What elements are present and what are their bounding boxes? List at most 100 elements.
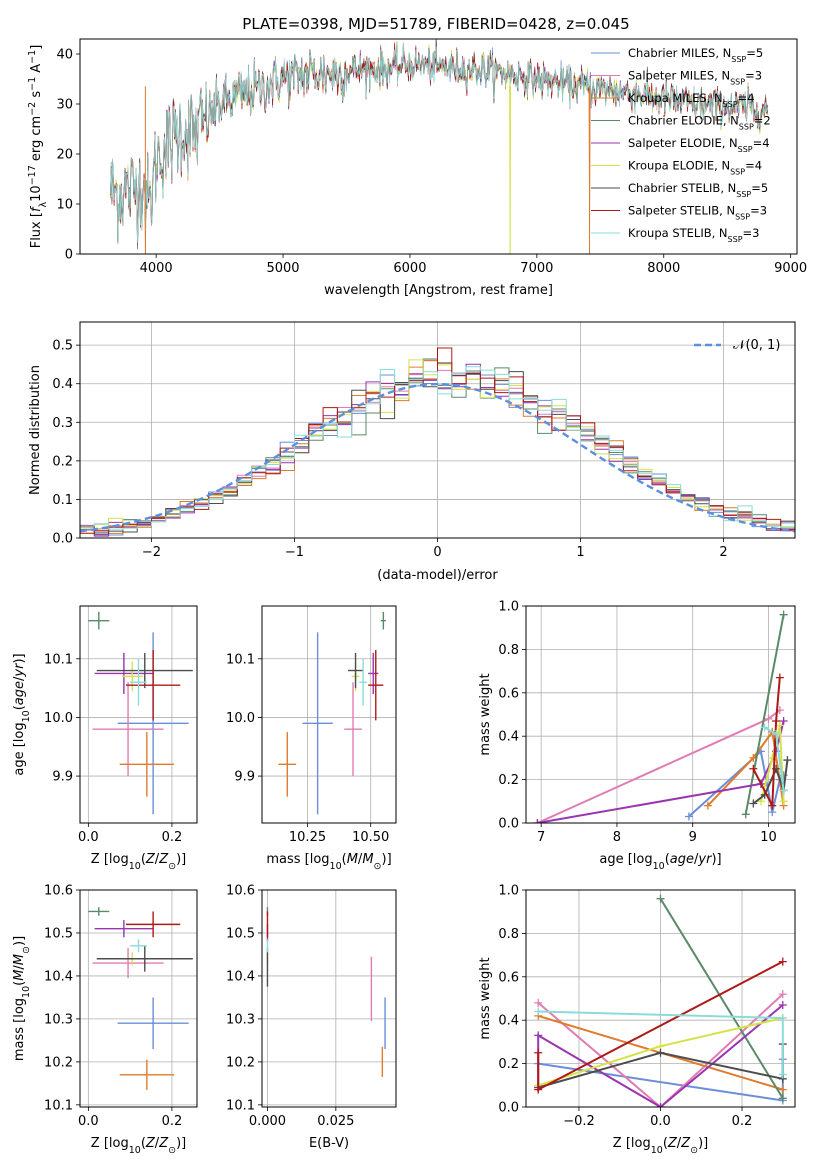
weight-marker xyxy=(533,819,542,823)
weight-marker xyxy=(772,717,781,726)
y-tick-label: 10.4 xyxy=(44,969,73,984)
weight-marker xyxy=(778,957,787,966)
weight-marker xyxy=(534,1007,543,1016)
x-tick-label: −1 xyxy=(285,545,304,560)
y-tick-label: 0.4 xyxy=(52,377,73,392)
plot-area xyxy=(533,610,792,823)
y-tick-label: 10.3 xyxy=(44,1012,73,1027)
y-tick-label: 0.1 xyxy=(52,493,73,508)
axes-frame xyxy=(261,605,397,824)
y-tick-label: 10.1 xyxy=(44,1098,73,1113)
weight-marker xyxy=(703,801,712,810)
weight-marker xyxy=(534,998,543,1007)
legend-label: Salpeter MILES, NSSP=3 xyxy=(628,69,762,87)
weight-marker xyxy=(684,812,693,821)
weight-line xyxy=(752,677,781,810)
x-tick-label: 0.025 xyxy=(317,1114,354,1129)
weight-marker xyxy=(775,673,784,682)
weight-marker xyxy=(775,721,784,730)
plot-area xyxy=(266,907,386,1077)
y-tick-label: 10.6 xyxy=(44,884,73,899)
weight-marker xyxy=(778,1085,787,1094)
y-axis-label: mass weight xyxy=(478,957,493,1039)
weight-marker xyxy=(749,799,758,808)
x-tick-label: 10.50 xyxy=(352,830,389,845)
spectrum-line xyxy=(110,41,769,245)
y-tick-label: 0.6 xyxy=(498,970,519,985)
y-tick-label: 0.3 xyxy=(52,416,73,431)
axis-label: Z [log10(Z/Z⊙)] xyxy=(613,1136,708,1156)
weight-marker xyxy=(534,1048,543,1057)
y-tick-label: 10.5 xyxy=(226,926,255,941)
x-tick-label: 9000 xyxy=(774,261,807,276)
x-tick-label: 0.2 xyxy=(732,1114,753,1129)
weight-line xyxy=(659,898,784,1099)
y-tick-label: 0.6 xyxy=(498,686,519,701)
y-tick-label: 10.6 xyxy=(226,884,255,899)
axes-frame xyxy=(79,889,198,1108)
weight-marker xyxy=(778,1001,787,1010)
y-tick-label: 10.5 xyxy=(44,926,73,941)
weight-marker xyxy=(772,730,781,739)
y-tick-label: 10.2 xyxy=(226,1055,255,1070)
weight-marker xyxy=(656,1103,665,1107)
histogram-step xyxy=(80,347,795,534)
y-tick-label: 0.2 xyxy=(498,773,519,788)
weight-marker xyxy=(760,723,769,732)
legend-label: Salpeter ELODIE, NSSP=4 xyxy=(628,136,770,154)
weight-marker xyxy=(534,1085,543,1094)
weight-marker xyxy=(656,894,665,903)
axis-label: age [log10(age/yr)] xyxy=(599,852,721,872)
y-tick-label: 0.0 xyxy=(498,817,519,832)
y-tick-label: 10.0 xyxy=(226,711,255,726)
axis-label: mass [log10(M/M⊙)] xyxy=(266,852,391,872)
weight-marker xyxy=(779,610,788,619)
y-axis-label: mass weight xyxy=(478,673,493,755)
x-tick-label: 0.000 xyxy=(249,1114,286,1129)
x-tick-label: 1 xyxy=(576,545,584,560)
x-tick-label: 0.2 xyxy=(162,1114,183,1129)
x-tick-label: 10.25 xyxy=(289,830,326,845)
x-tick-label: 0 xyxy=(433,545,441,560)
y-tick-label: 20 xyxy=(56,148,73,163)
x-tick-label: 0.0 xyxy=(78,1114,99,1129)
x-tick-label: 7000 xyxy=(520,261,553,276)
y-tick-label: 1.0 xyxy=(498,884,519,899)
y-axis-label: Flux [fλ10−17 erg cm−2 s−1 A−1] xyxy=(27,45,49,249)
weight-marker xyxy=(741,810,750,819)
axes-frame xyxy=(525,889,796,1108)
weight-marker xyxy=(779,786,788,795)
x-axis-label: wavelength [Angstrom, rest frame] xyxy=(324,283,553,298)
y-tick-label: 0 xyxy=(65,248,73,263)
y-tick-label: 10.0 xyxy=(44,711,73,726)
y-tick-label: 30 xyxy=(56,98,73,113)
y-tick-label: 0.2 xyxy=(52,454,73,469)
weight-marker xyxy=(656,1048,665,1057)
panel-residual-histogram: −2 −1 0 1 2 0.0 0.1 0.2 0.3 0.4 0.5 𝒩(0, 1) (data-mo… xyxy=(28,321,796,583)
spectrum-legend: Chabrier MILES, NSSP=5 Salpeter MILES, NS… xyxy=(591,46,771,244)
x-tick-label: 2 xyxy=(719,545,727,560)
axes-frame xyxy=(79,321,796,539)
panel-mass-vs-Z: 0.0 0.2 10.1 10.2 10.3 10.4 10.5 10.6 Z [log10(Z… xyxy=(12,884,198,1156)
legend-label: Kroupa STELIB, NSSP=3 xyxy=(628,226,759,244)
y-tick-label: 0.4 xyxy=(498,1014,519,1029)
panel-spectrum: 4000 5000 6000 7000 8000 9000 0 10 20 30 40 wavelen… xyxy=(27,38,807,298)
panel-age-vs-Z: 0.0 0.2 9.9 10.0 10.1 Z [log10(Z/Z⊙)] age [log… xyxy=(12,605,198,872)
legend-label: 𝒩(0, 1) xyxy=(733,338,780,353)
x-tick-label: 8 xyxy=(613,830,621,845)
x-axis-label: (data-model)/error xyxy=(377,568,498,583)
weight-marker xyxy=(768,801,777,810)
panel-mass-vs-EBV: 0.000 0.025 10.1 10.2 10.3 10.4 10.5 10.6 E(B-V) xyxy=(226,884,397,1151)
axes-frame xyxy=(525,605,796,824)
legend-label: Chabrier ELODIE, NSSP=2 xyxy=(628,114,771,132)
weight-marker xyxy=(779,717,788,726)
x-tick-label: 10 xyxy=(760,830,777,845)
y-tick-label: 0.8 xyxy=(498,927,519,942)
y-tick-label: 10.1 xyxy=(226,1098,255,1113)
x-tick-label: 0.0 xyxy=(78,830,99,845)
x-tick-label: −0.2 xyxy=(563,1114,595,1129)
plot-area xyxy=(278,611,386,815)
legend-label: Chabrier STELIB, NSSP=5 xyxy=(628,181,768,199)
axes-frame xyxy=(261,889,397,1108)
